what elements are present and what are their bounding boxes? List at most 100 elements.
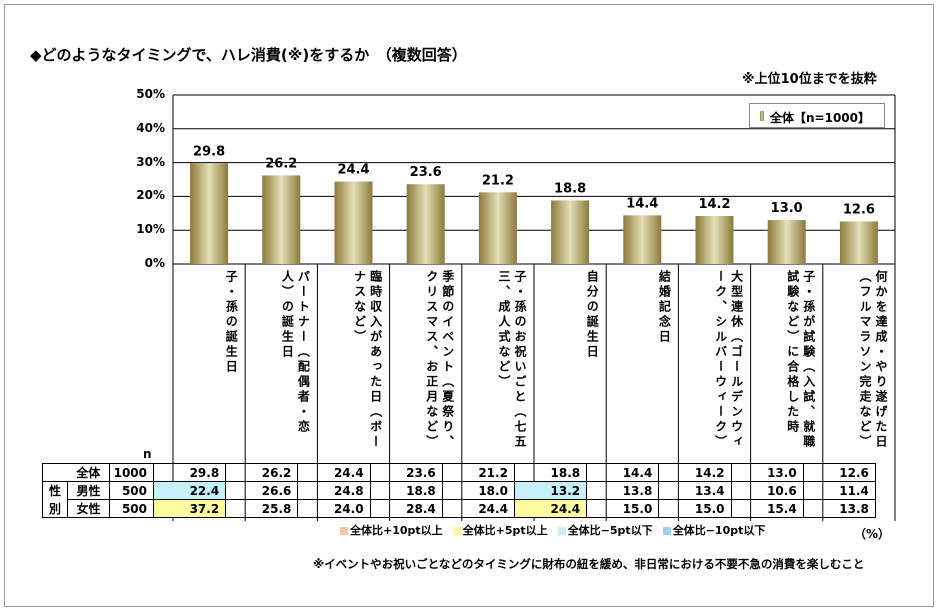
bar-value-label: 13.0 [771,201,803,216]
bar [406,184,445,264]
table-cell: 24.4 [441,499,515,518]
row-label: 男性 [67,481,110,500]
category-label: パートナー（配偶者・恋人）の誕生日 [280,270,311,435]
table-cell: 18.0 [441,481,515,500]
chart-title: ◆どのようなタイミングで、ハレ消費(※)をするか （複数回答） [30,46,467,64]
y-tick-label: 50% [136,87,165,101]
top10-note: ※上位10位までを抜粋 [742,72,877,87]
row-label: 女性 [67,499,110,518]
bar-value-label: 12.6 [843,202,875,217]
y-tick-label: 20% [136,188,165,203]
bar-value-label: 14.4 [626,196,658,211]
bar-value-label: 26.2 [265,156,297,171]
category-label: 何かを達成・やり遂げた日（フルマラソン完走など） [857,270,888,450]
table-cell: 14.4 [586,463,660,482]
footnote: ※イベントやお祝いごとなどのタイミングに財布の紐を緩め、非日常における不要不急の… [313,557,865,571]
y-tick-label: 30% [136,154,165,169]
table-cell: 18.8 [513,463,588,482]
table-cell: 26.6 [225,481,299,500]
table-cell: 23.6 [369,463,443,482]
table-cell: 37.2 [152,499,227,518]
table-cell: 15.0 [658,499,732,518]
y-tick-label: 0% [144,256,165,270]
key-swatch [662,527,671,535]
category-label: 結婚記念日 [657,270,672,345]
key-label: 全体比−10pt以下 [672,524,766,537]
table-cell: 10.6 [730,481,804,500]
legend-label: 全体【n=1000】 [770,111,870,125]
chart-frame [4,4,934,607]
bar [623,215,662,264]
table-cell: 14.2 [658,463,732,482]
bar [190,163,229,264]
table-cell: 24.4 [513,499,588,518]
table-row: 全体 1000 29.8 26.2 24.4 23.6 21.2 18.8 14.4 14.2 13… [42,463,876,482]
table-cell: 15.0 [586,499,660,518]
category-label: 大型連休（ゴールデンウィーク、シルバーウィーク） [713,270,744,450]
category-label: 子・孫が試験（入試、就職試験など）に合格した時 [785,270,816,450]
table-cell: 25.8 [225,499,299,518]
bar-value-label: 23.6 [410,165,442,180]
y-tick-label: 40% [136,120,165,135]
table-cell: 26.2 [225,463,299,482]
table-cell: 13.8 [802,499,876,518]
breakdown-table: 全体 1000 29.8 26.2 24.4 23.6 21.2 18.8 14.4 14.2 13… [42,463,876,518]
key-item: 全体比+10pt以上 [340,524,443,537]
key-label: 全体比+10pt以上 [350,524,443,537]
row-n: 1000 [109,463,154,482]
y-tick-label: 10% [136,222,165,237]
table-cell: 13.8 [586,481,660,500]
table-cell: 29.8 [152,463,227,482]
bar-value-label: 29.8 [193,144,225,159]
row-label: 全体 [67,463,110,482]
table-cell: 12.6 [802,463,876,482]
category-label: 臨時収入があった日（ボーナスなど） [352,270,383,450]
bar-value-label: 14.2 [698,197,730,212]
key-swatch [340,527,348,535]
group-label-cell [42,463,68,482]
highlight-key: 全体比+10pt以上 全体比+5pt以上 全体比−5pt以下 全体比−10pt以下 [340,522,775,538]
table-cell: 13.0 [730,463,804,482]
group-label-cell: 別 [42,499,68,518]
table-cell: 13.4 [658,481,732,500]
bar [551,200,590,264]
bar [478,192,517,264]
n-header: n [143,447,152,461]
table-cell: 24.0 [297,499,371,518]
table-cell: 22.4 [152,481,227,500]
table-cell: 13.2 [513,481,588,500]
bar [839,221,878,264]
category-label: 子・孫の誕生日 [224,270,239,375]
bar [767,220,806,264]
bar-value-label: 24.4 [337,163,369,178]
table-cell: 18.8 [369,481,443,500]
table-cell: 24.8 [297,481,371,500]
legend-swatch [760,111,764,121]
table-cell: 24.4 [297,463,371,482]
table-cell: 28.4 [369,499,443,518]
bar [334,181,373,264]
unit-label: （%） [854,527,891,541]
row-n: 500 [109,499,154,518]
category-label: 自分の誕生日 [585,270,600,360]
key-swatch [557,527,566,535]
group-label-cell: 性 [42,481,68,500]
key-item: 全体比−5pt以下 [557,524,653,537]
bar-value-label: 21.2 [482,173,514,188]
legend: 全体【n=1000】 [749,103,885,128]
table-cell: 21.2 [441,463,515,482]
bar [695,216,734,264]
row-n: 500 [109,481,154,500]
bar [262,175,301,264]
key-item: 全体比+5pt以上 [452,524,548,537]
category-label: 季節のイベント（夏祭り、クリスマス、お正月など） [424,270,455,450]
key-item: 全体比−10pt以下 [662,524,766,537]
key-label: 全体比+5pt以上 [462,524,548,537]
table-cell: 15.4 [730,499,804,518]
table-row: 別女性 500 37.2 25.8 24.0 28.4 24.4 24.4 15.0 15.0 15… [42,499,876,518]
key-swatch [452,527,461,535]
table-cell: 11.4 [802,481,876,500]
bar-value-label: 18.8 [554,181,586,196]
key-label: 全体比−5pt以下 [567,524,653,537]
